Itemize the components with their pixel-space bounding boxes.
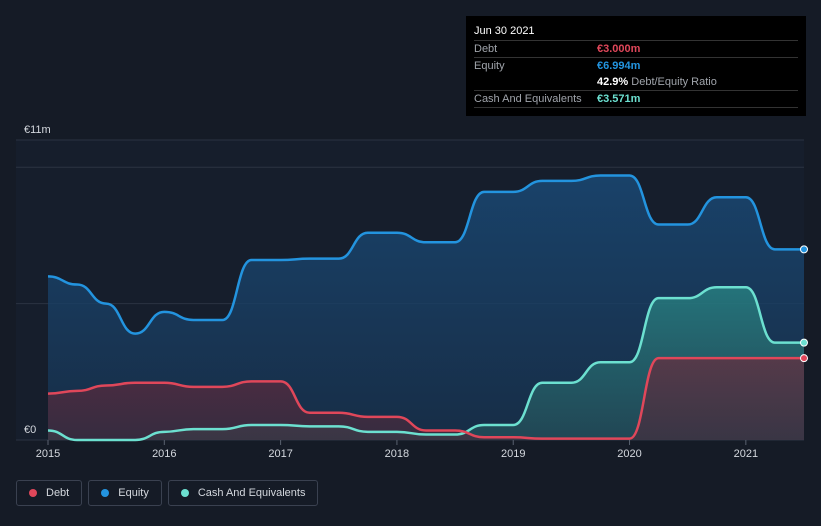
tooltip-ratio-row: 42.9% Debt/Equity Ratio bbox=[474, 74, 798, 91]
legend-item-cash[interactable]: Cash And Equivalents bbox=[167, 480, 319, 506]
debt-line bbox=[47, 356, 804, 440]
tooltip-cash-label: Cash And Equivalents bbox=[474, 93, 582, 105]
end-markers bbox=[800, 245, 808, 363]
tooltip-cash-row: Cash And Equivalents €3.571m bbox=[474, 91, 798, 108]
legend-item-equity[interactable]: Equity bbox=[88, 480, 162, 506]
debt-end-marker bbox=[800, 354, 808, 363]
x-tick-label: 2019 bbox=[501, 448, 525, 460]
equity-end-marker bbox=[800, 245, 808, 254]
y-axis-bottom-label: €0 bbox=[24, 424, 36, 436]
x-tick-label: 2017 bbox=[268, 448, 292, 460]
tooltip-equity-row: Equity €6.994m bbox=[474, 58, 798, 74]
tooltip-debt-row: Debt €3.000m bbox=[474, 41, 798, 58]
legend-dot-debt bbox=[29, 489, 37, 497]
x-tick-label: 2020 bbox=[617, 448, 641, 460]
legend-item-debt[interactable]: Debt bbox=[16, 480, 83, 506]
tooltip-equity-label: Equity bbox=[474, 60, 505, 72]
tooltip-cash-value: €3.571m bbox=[597, 93, 641, 105]
cash-end-marker bbox=[800, 338, 808, 347]
x-tick-label: 2021 bbox=[734, 448, 758, 460]
tooltip-equity-value: €6.994m bbox=[597, 60, 641, 72]
cash-area bbox=[48, 287, 804, 440]
axis-labels: €11m €0 bbox=[24, 124, 51, 436]
tooltip-ratio-label: Debt/Equity Ratio bbox=[631, 76, 717, 88]
legend-dot-equity bbox=[101, 489, 110, 497]
cash-line bbox=[47, 286, 804, 442]
y-axis-top-label: €11m bbox=[24, 124, 51, 136]
tooltip-ratio: 42.9% Debt/Equity Ratio bbox=[597, 74, 717, 90]
legend-label-debt: Debt bbox=[46, 487, 70, 499]
x-tick-label: 2018 bbox=[385, 448, 409, 460]
tooltip: Jun 30 2021 Debt €3.000m Equity €6.994m … bbox=[466, 16, 806, 116]
x-tick-label: 2016 bbox=[152, 448, 176, 460]
tooltip-ratio-value: 42.9% bbox=[597, 76, 629, 88]
legend-dot-cash bbox=[180, 489, 189, 497]
series-areas bbox=[48, 175, 804, 440]
chart-legend: Debt Equity Cash And Equivalents bbox=[16, 480, 319, 506]
equity-line bbox=[47, 174, 804, 335]
series-lines bbox=[47, 174, 804, 442]
tooltip-debt-value: €3.000m bbox=[597, 43, 641, 55]
tooltip-date: Jun 30 2021 bbox=[474, 23, 798, 41]
x-tick-label: 2015 bbox=[36, 448, 60, 460]
legend-label-cash: Cash And Equivalents bbox=[197, 487, 306, 499]
tooltip-debt-label: Debt bbox=[474, 43, 498, 55]
x-axis-ticks: 2015 2016 2017 2018 2019 2020 2021 bbox=[36, 440, 758, 460]
legend-label-equity: Equity bbox=[118, 487, 149, 499]
debt-area bbox=[48, 358, 804, 440]
